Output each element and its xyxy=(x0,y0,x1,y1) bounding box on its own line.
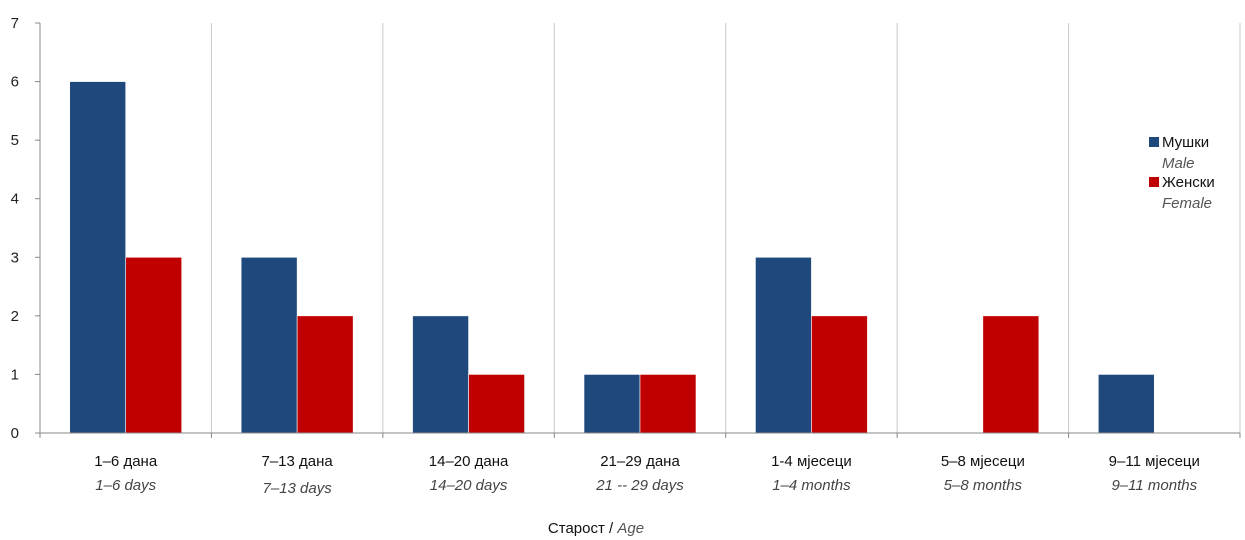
legend-label-female-en: Female xyxy=(1162,195,1212,212)
x-axis-title-en: Age xyxy=(616,520,644,537)
legend-swatch-male xyxy=(1149,137,1159,147)
x-axis-title: Старост / Age xyxy=(548,520,644,537)
bar-male xyxy=(1097,374,1155,434)
bar-male xyxy=(240,256,298,434)
bar-male xyxy=(69,81,127,434)
y-axis: 0 1 2 3 4 5 6 7 xyxy=(11,15,41,442)
x-tick-label: 1–6 дана xyxy=(94,453,158,470)
y-tick-label: 2 xyxy=(11,308,19,325)
x-tick-label-en: 1–6 days xyxy=(95,477,156,494)
x-tick-label-en: 7–13 days xyxy=(263,480,333,497)
bars xyxy=(69,81,1155,434)
x-tick-label: 7–13 дана xyxy=(262,453,334,470)
x-tick-label-en: 5–8 months xyxy=(944,477,1023,494)
legend-label-male-en: Male xyxy=(1162,155,1195,172)
x-tick-label: 1-4 мјесеци xyxy=(771,453,852,470)
y-tick-label: 1 xyxy=(11,366,19,383)
y-tick-label: 7 xyxy=(11,15,19,32)
legend-swatch-female xyxy=(1149,177,1159,187)
x-axis xyxy=(39,432,1241,438)
y-tick-label: 3 xyxy=(11,249,19,266)
x-axis-title-local: Старост xyxy=(548,520,605,537)
y-tick-label: 5 xyxy=(11,132,19,149)
bar-male xyxy=(755,256,812,434)
x-tick-labels: 1–6 дана 1–6 days 7–13 дана 7–13 days 14–20 … xyxy=(94,453,1200,497)
gridlines xyxy=(210,23,1241,433)
x-tick-label: 14–20 дана xyxy=(429,453,509,470)
y-tick-label: 6 xyxy=(11,74,19,91)
y-tick-label: 4 xyxy=(11,191,19,208)
x-tick-label: 21–29 дана xyxy=(600,453,680,470)
bar-male xyxy=(583,374,641,434)
bar-female xyxy=(125,256,183,434)
legend-label-male: Мушки xyxy=(1162,134,1209,151)
x-tick-label-en: 21 -- 29 days xyxy=(595,477,684,494)
x-tick-label-en: 1–4 months xyxy=(772,477,851,494)
x-tick-label-en: 14–20 days xyxy=(430,477,508,494)
x-tick-label: 9–11 мјесеци xyxy=(1109,453,1200,470)
x-tick-label: 5–8 мјесеци xyxy=(941,453,1025,470)
x-tick-label-en: 9–11 months xyxy=(1111,477,1197,494)
legend-item-male: Мушки Male xyxy=(1149,134,1209,172)
bar-female xyxy=(468,374,525,434)
bar-female xyxy=(639,374,697,434)
legend-label-female: Женски xyxy=(1162,174,1215,191)
legend: Мушки Male Женски Female xyxy=(1149,134,1215,212)
x-axis-title-separator: / xyxy=(605,520,618,537)
y-tick-label: 0 xyxy=(11,425,19,442)
legend-item-female: Женски Female xyxy=(1149,174,1215,212)
bar-female xyxy=(296,315,354,434)
bar-female xyxy=(811,315,868,434)
bar-female xyxy=(982,315,1040,434)
bar-male xyxy=(412,315,469,434)
